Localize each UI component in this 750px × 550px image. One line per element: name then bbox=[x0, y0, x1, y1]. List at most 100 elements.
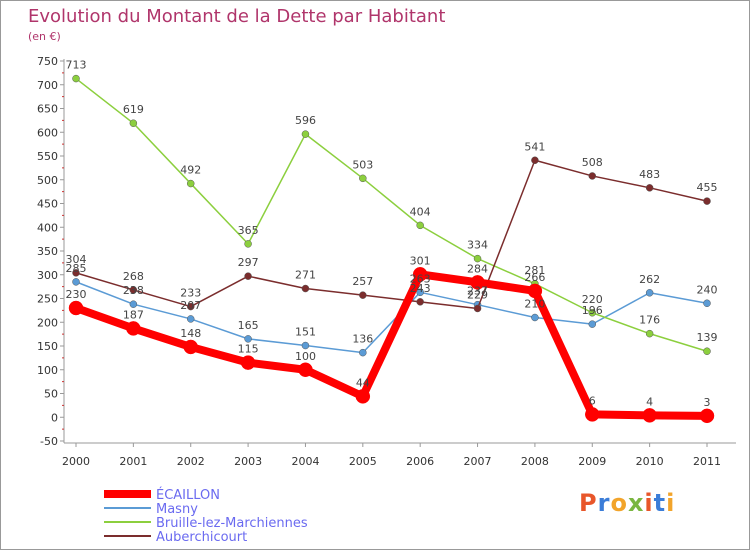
data-point bbox=[186, 302, 195, 311]
data-point bbox=[244, 272, 252, 280]
data-label: 4 bbox=[646, 395, 653, 408]
series-line bbox=[75, 281, 708, 354]
data-label: 139 bbox=[697, 331, 718, 344]
data-point bbox=[412, 267, 428, 282]
data-label: 207 bbox=[180, 299, 201, 312]
data-label: 281 bbox=[524, 264, 545, 277]
data-label: 365 bbox=[238, 224, 259, 237]
data-label: 268 bbox=[123, 270, 144, 283]
data-label: 297 bbox=[238, 256, 259, 269]
chart-title: Evolution du Montant de la Dette par Hab… bbox=[28, 6, 446, 27]
data-point bbox=[531, 156, 539, 165]
data-label: 304 bbox=[66, 253, 87, 266]
data-point bbox=[126, 321, 141, 336]
logo-letter: i bbox=[666, 489, 676, 517]
y-tick-label: 500 bbox=[37, 174, 58, 187]
logo-letter: P bbox=[579, 489, 598, 517]
data-label: 404 bbox=[410, 205, 431, 218]
data-point bbox=[470, 275, 485, 290]
data-label: 301 bbox=[410, 254, 431, 267]
data-label: 100 bbox=[295, 350, 316, 363]
data-label: 284 bbox=[467, 262, 488, 275]
data-label: 503 bbox=[352, 158, 373, 171]
data-label: 165 bbox=[238, 319, 259, 332]
data-point bbox=[473, 254, 482, 263]
data-label: 262 bbox=[639, 273, 660, 286]
data-point bbox=[186, 179, 195, 188]
x-tick-label: 2007 bbox=[464, 455, 492, 468]
data-label: 483 bbox=[639, 168, 660, 181]
data-label: 136 bbox=[352, 333, 373, 346]
y-tick-label: 200 bbox=[37, 316, 58, 329]
data-label: 266 bbox=[524, 271, 545, 284]
data-point bbox=[301, 130, 310, 138]
data-label: 6 bbox=[589, 394, 596, 407]
data-point bbox=[359, 291, 367, 299]
data-point bbox=[298, 362, 313, 377]
data-point bbox=[129, 286, 138, 294]
series-line bbox=[75, 159, 708, 310]
legend-label: Masny bbox=[156, 502, 198, 517]
data-point bbox=[72, 269, 80, 277]
data-label: 285 bbox=[66, 262, 87, 275]
data-label: 176 bbox=[639, 314, 660, 327]
data-point bbox=[240, 355, 256, 370]
data-point bbox=[72, 74, 80, 83]
data-point bbox=[129, 300, 138, 308]
data-label: 229 bbox=[467, 288, 488, 301]
logo-letter: o bbox=[610, 489, 628, 517]
logo-letter: i bbox=[644, 489, 654, 517]
proxiti-logo: Proxiti bbox=[579, 489, 675, 517]
data-label: 44 bbox=[356, 376, 370, 389]
series-line bbox=[75, 77, 708, 352]
data-point bbox=[645, 329, 654, 338]
x-tick-label: 2009 bbox=[578, 455, 606, 468]
data-label: 148 bbox=[180, 327, 201, 340]
data-point bbox=[355, 389, 371, 404]
data-point bbox=[585, 407, 600, 422]
data-label: 238 bbox=[123, 284, 144, 297]
data-label: 257 bbox=[352, 275, 373, 288]
data-label: 455 bbox=[697, 181, 718, 194]
legend-label: Bruille-lez-Marchiennes bbox=[156, 516, 308, 531]
data-point bbox=[531, 313, 539, 322]
y-tick-label: 100 bbox=[37, 364, 58, 377]
x-tick-label: 2001 bbox=[119, 455, 147, 468]
data-label: 596 bbox=[295, 114, 316, 127]
legend-label: ÉCAILLON bbox=[156, 487, 220, 503]
data-label: 240 bbox=[697, 283, 718, 296]
data-point bbox=[244, 240, 252, 248]
y-tick-label: 400 bbox=[37, 221, 58, 234]
data-point bbox=[703, 299, 711, 307]
y-tick-label: 550 bbox=[37, 150, 58, 163]
data-point bbox=[416, 298, 424, 306]
data-label: 541 bbox=[524, 140, 545, 153]
data-point bbox=[588, 172, 597, 180]
data-point bbox=[359, 348, 367, 357]
y-tick-label: 0 bbox=[51, 411, 58, 424]
data-label: 115 bbox=[238, 343, 259, 356]
y-tick-label: 700 bbox=[37, 79, 58, 92]
series-line bbox=[72, 270, 711, 420]
y-tick-label: 250 bbox=[37, 293, 58, 306]
data-label: 210 bbox=[524, 298, 545, 311]
data-label: 243 bbox=[410, 282, 431, 295]
data-point bbox=[244, 335, 252, 343]
y-tick-label: 50 bbox=[44, 388, 58, 401]
data-label: 233 bbox=[180, 287, 201, 300]
data-point bbox=[359, 174, 367, 183]
x-tick-label: 2005 bbox=[349, 455, 377, 468]
data-label: 220 bbox=[582, 293, 603, 306]
data-label: 271 bbox=[295, 269, 316, 282]
chart-unit: (en €) bbox=[28, 30, 61, 43]
data-point bbox=[72, 278, 80, 286]
data-point bbox=[301, 341, 310, 350]
data-point bbox=[527, 283, 543, 299]
data-point bbox=[645, 184, 654, 192]
data-label: 508 bbox=[582, 156, 603, 169]
x-tick-label: 2008 bbox=[521, 455, 549, 468]
data-point bbox=[186, 315, 195, 323]
data-label: 187 bbox=[123, 308, 144, 321]
data-label: 3 bbox=[704, 396, 711, 409]
